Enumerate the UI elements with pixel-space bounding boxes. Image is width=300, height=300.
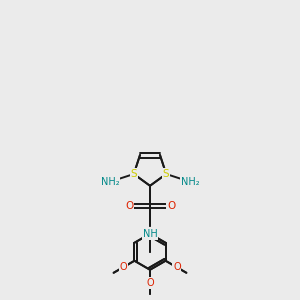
Text: O: O bbox=[167, 201, 175, 211]
Text: S: S bbox=[130, 169, 137, 179]
Text: O: O bbox=[146, 278, 154, 288]
Text: O: O bbox=[119, 262, 127, 272]
Text: O: O bbox=[125, 201, 133, 211]
Text: O: O bbox=[173, 262, 181, 272]
Text: NH₂: NH₂ bbox=[101, 177, 119, 187]
Text: NH: NH bbox=[142, 229, 158, 239]
Text: O: O bbox=[119, 262, 127, 272]
Text: NH: NH bbox=[142, 229, 158, 239]
Text: S: S bbox=[163, 169, 169, 179]
Text: O: O bbox=[173, 262, 181, 272]
Text: O: O bbox=[146, 278, 154, 288]
Text: NH₂: NH₂ bbox=[181, 177, 199, 187]
